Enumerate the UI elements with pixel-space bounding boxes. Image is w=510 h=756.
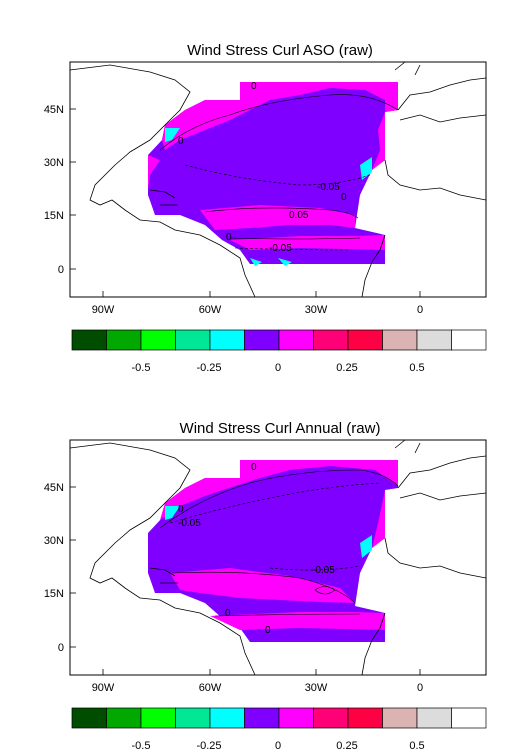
wind-stress-field — [148, 82, 399, 266]
coastlines — [69, 61, 487, 298]
colorbar-tick-label: 0 — [275, 362, 281, 374]
contour-label: 0 — [251, 81, 257, 92]
lon-tick-label: 0 — [417, 304, 423, 316]
wind-stress-field — [148, 460, 399, 642]
colorbar-tick-label: 0 — [275, 740, 281, 752]
colorbar-tick-label: -0.5 — [132, 740, 151, 752]
lat-tick-label: 15N — [44, 588, 64, 600]
lon-tick-label: 90W — [92, 304, 115, 316]
colorbar-swatch — [106, 707, 142, 729]
colorbar-swatch — [209, 707, 245, 729]
contour-label: 0 — [178, 504, 184, 515]
lat-tick-label: 45N — [44, 104, 64, 116]
contour-label: 0 — [226, 232, 232, 243]
colorbar-swatch — [71, 329, 107, 351]
lat-tick-label: 30N — [44, 535, 64, 547]
colorbar-swatch — [71, 707, 107, 729]
colorbar-swatch — [140, 707, 176, 729]
colorbar-swatch — [347, 707, 383, 729]
contour-label: -0.05 — [312, 565, 335, 576]
contour-label: 0 — [178, 136, 184, 147]
map-title: Wind Stress Curl Annual (raw) — [179, 420, 381, 437]
contour-label: -0.05 — [178, 518, 201, 529]
colorbar-tick-label: 0.5 — [409, 740, 424, 752]
colorbar-swatch — [175, 329, 211, 351]
colorbar-swatch — [451, 707, 487, 729]
contour-label: 0 — [225, 608, 231, 619]
lon-tick-label: 30W — [305, 682, 328, 694]
lon-tick-label: 60W — [199, 304, 222, 316]
lon-tick-label: 60W — [199, 682, 222, 694]
contour-label: -0.05 — [317, 182, 340, 193]
colorbar-swatch — [313, 707, 349, 729]
lat-tick-label: 30N — [44, 157, 64, 169]
map-panel-aso: Wind Stress Curl ASO (raw) — [44, 42, 487, 316]
colorbar-swatch — [140, 329, 176, 351]
colorbar-boxes — [71, 329, 487, 351]
colorbar-tick-label: -0.5 — [132, 362, 151, 374]
lon-tick-label: 30W — [305, 304, 328, 316]
contour-label: 0 — [341, 192, 347, 203]
colorbar: -0.5 -0.25 0 0.25 0.5 — [71, 329, 487, 374]
colorbar-tick-label: 0.5 — [409, 362, 424, 374]
colorbar-swatch — [106, 329, 142, 351]
contour-label: 0 — [265, 625, 271, 636]
colorbar-tick-label: 0.25 — [336, 362, 357, 374]
colorbar-swatch — [416, 707, 452, 729]
map-plot: 45N 30N 15N 0 90W 60W 30W 0 0 0 -0.05 0 … — [44, 61, 487, 316]
colorbar: -0.5 -0.25 0 0.25 0.5 — [71, 707, 487, 752]
colorbar-swatch — [175, 707, 211, 729]
colorbar-swatch — [278, 707, 314, 729]
colorbar-tick-label: -0.25 — [196, 362, 221, 374]
lat-tick-label: 0 — [58, 264, 64, 276]
map-panel-annual: Wind Stress Curl Annual (raw) — [0, 378, 510, 756]
map-plot: 45N 30N 15N 0 90W 60W 30W 0 0 -0.05 0 -0… — [44, 439, 487, 694]
colorbar-swatch — [244, 707, 280, 729]
colorbar-swatch — [416, 329, 452, 351]
colorbar-swatch — [347, 329, 383, 351]
map-title: Wind Stress Curl ASO (raw) — [187, 42, 373, 59]
colorbar-tick-label: -0.25 — [196, 740, 221, 752]
lon-tick-label: 0 — [417, 682, 423, 694]
colorbar-swatch — [451, 329, 487, 351]
colorbar-swatch — [313, 329, 349, 351]
lat-tick-label: 0 — [58, 642, 64, 654]
coastlines — [69, 439, 487, 676]
contour-label: 0.05 — [289, 210, 309, 221]
contour-label: 0 — [251, 462, 257, 473]
lon-tick-label: 90W — [92, 682, 115, 694]
colorbar-boxes — [71, 707, 487, 729]
contour-label: -0.05 — [269, 243, 292, 254]
lat-tick-label: 45N — [44, 482, 64, 494]
colorbar-swatch — [382, 707, 418, 729]
colorbar-swatch — [244, 329, 280, 351]
colorbar-swatch — [278, 329, 314, 351]
colorbar-swatch — [209, 329, 245, 351]
lat-tick-label: 15N — [44, 210, 64, 222]
colorbar-tick-label: 0.25 — [336, 740, 357, 752]
colorbar-swatch — [382, 329, 418, 351]
